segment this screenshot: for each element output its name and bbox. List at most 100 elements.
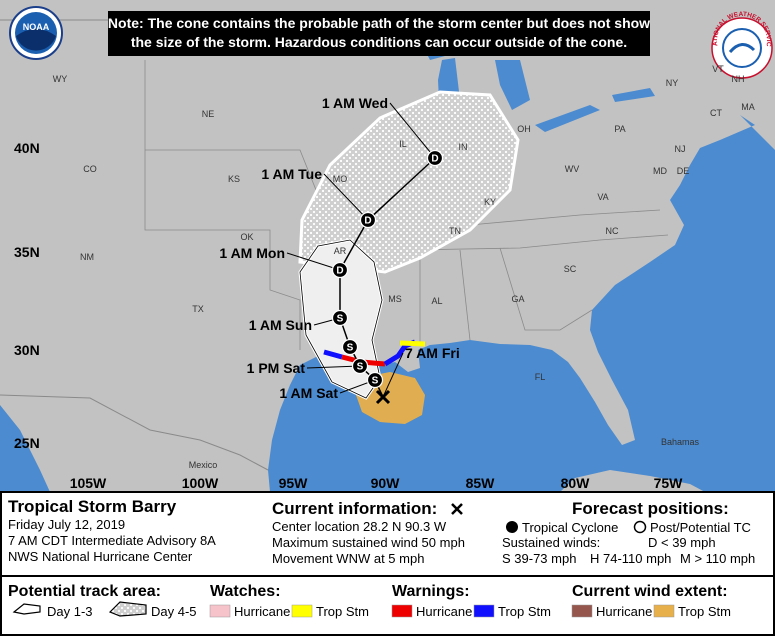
state-label: DE <box>677 166 690 176</box>
state-label: KY <box>484 197 496 207</box>
map <box>0 0 775 492</box>
forecast-point <box>331 261 349 279</box>
storm-detail: NWS National Hurricane Center <box>8 549 193 564</box>
current-detail: Center location 28.2 N 90.3 W <box>272 519 447 534</box>
leader-line <box>382 352 404 398</box>
legend-label: Trop Stm <box>316 604 369 619</box>
forecast-label: 1 AM Sat <box>279 385 338 401</box>
state-label: AL <box>431 296 442 306</box>
legend-label: Day 1-3 <box>47 604 93 619</box>
latitude-label: 30N <box>14 342 40 358</box>
state-label: MD <box>653 166 667 176</box>
longitude-label: 85W <box>466 475 496 491</box>
longitude-label: 90W <box>371 475 401 491</box>
state-label: NC <box>606 226 619 236</box>
state-label: TN <box>449 226 461 236</box>
state-label: AR <box>334 246 347 256</box>
state-label: IN <box>459 142 468 152</box>
forecast-detail: Tropical Cyclone <box>522 520 618 535</box>
forecast-label: 1 AM Mon <box>219 245 285 261</box>
legend-swatch <box>209 604 231 618</box>
post-symbol <box>633 520 647 534</box>
state-label: SC <box>564 264 577 274</box>
longitude-label: 105W <box>70 475 107 491</box>
forecast-symbol: S <box>357 362 364 373</box>
wind-class: S 39-73 mph <box>502 551 576 566</box>
state-label: MO <box>333 174 348 184</box>
forecast-label: 1 PM Sat <box>247 360 306 376</box>
current-detail: Movement WNW at 5 mph <box>272 551 424 566</box>
forecast-symbol: S <box>372 376 379 387</box>
country-label: Mexico <box>189 460 218 470</box>
forecast-symbol: S <box>347 343 354 354</box>
lake <box>535 105 600 132</box>
legend-label: Hurricane <box>596 604 652 619</box>
wind-class: D < 39 mph <box>648 535 716 550</box>
forecast-point <box>366 371 384 389</box>
state-label: NE <box>202 109 215 119</box>
state-label: MS <box>388 294 402 304</box>
storm-detail: Friday July 12, 2019 <box>8 517 125 532</box>
cuba <box>560 470 705 492</box>
state-label: CT <box>710 108 722 118</box>
legend-heading: Current wind extent: <box>572 583 728 600</box>
logo-text: NOAA <box>23 22 50 32</box>
forecast-detail: Post/Potential TC <box>650 520 751 535</box>
forecast-label: 7 AM Fri <box>405 345 460 361</box>
border <box>0 394 269 471</box>
legend-swatch <box>473 604 495 618</box>
state-label: PA <box>614 124 625 134</box>
current-heading: Current information: <box>272 499 437 518</box>
state-label: VA <box>597 192 608 202</box>
border <box>144 60 301 350</box>
legend-label: Trop Stm <box>678 604 731 619</box>
forecast-label: 1 AM Sun <box>249 317 312 333</box>
longitude-label: 80W <box>561 475 591 491</box>
state-label: TX <box>192 304 204 314</box>
forecast-point <box>331 309 349 327</box>
longitude-label: 95W <box>279 475 309 491</box>
forecast-point <box>351 357 369 375</box>
storm-detail: 7 AM CDT Intermediate Advisory 8A <box>8 533 216 548</box>
latitude-label: 35N <box>14 244 40 260</box>
warning-trop-stm <box>323 349 343 360</box>
forecast-symbol: D <box>336 266 343 277</box>
legend-label: Trop Stm <box>498 604 551 619</box>
state-label: VT <box>712 64 724 74</box>
country-label: Bahamas <box>661 437 700 447</box>
wind-class: H 74-110 mph <box>590 551 671 566</box>
ocean <box>0 405 50 492</box>
state-label: WY <box>53 74 68 84</box>
legend-label: Day 4-5 <box>151 604 197 619</box>
leader-line <box>389 102 436 159</box>
state-label: OH <box>517 124 531 134</box>
leader-line <box>323 173 369 221</box>
forecast-point <box>426 149 444 167</box>
latitude-label: 40N <box>14 140 40 156</box>
forecast-symbol: D <box>431 154 438 165</box>
state-label: NJ <box>675 144 686 154</box>
state-label: GA <box>511 294 524 304</box>
current-symbol <box>451 503 463 515</box>
longitude-label: 100W <box>182 475 219 491</box>
note-box <box>108 11 650 56</box>
leader-line <box>286 252 341 271</box>
legend-label: Hurricane <box>416 604 472 619</box>
tropical-symbol <box>506 521 518 533</box>
legend-heading: Watches: <box>210 583 281 600</box>
leader-line <box>306 365 361 369</box>
note-line: Note: The cone contains the probable pat… <box>108 15 650 31</box>
forecast-heading: Forecast positions: <box>572 499 729 518</box>
state-label: MA <box>741 102 755 112</box>
state-label: OK <box>240 232 253 242</box>
lake <box>612 88 655 102</box>
forecast-point <box>359 211 377 229</box>
state-label: FL <box>535 372 546 382</box>
forecast-symbol: S <box>337 314 344 325</box>
current-detail: Maximum sustained wind 50 mph <box>272 535 465 550</box>
note-banner: Note: The cone contains the probable pat… <box>108 11 650 56</box>
forecast-symbol: D <box>364 216 371 227</box>
forecast-point <box>341 338 359 356</box>
state-label: KS <box>228 174 240 184</box>
state-label: NH <box>732 74 745 84</box>
